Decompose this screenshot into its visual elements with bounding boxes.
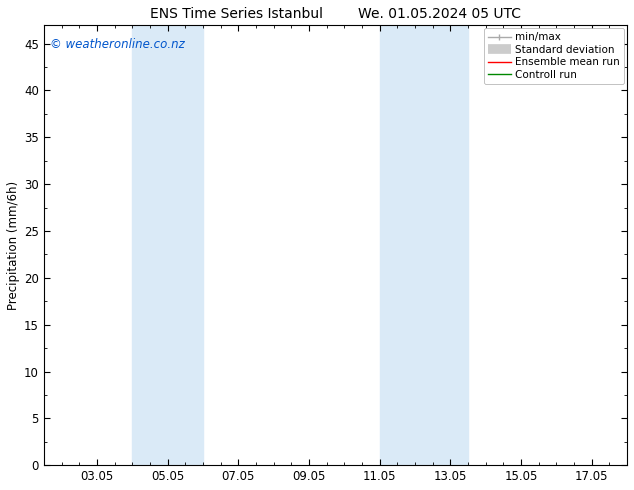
Bar bbox=[432, 25, 468, 465]
Text: © weatheronline.co.nz: © weatheronline.co.nz bbox=[49, 38, 184, 51]
Title: ENS Time Series Istanbul        We. 01.05.2024 05 UTC: ENS Time Series Istanbul We. 01.05.2024 … bbox=[150, 7, 521, 21]
Bar bbox=[133, 25, 203, 465]
Y-axis label: Precipitation (mm/6h): Precipitation (mm/6h) bbox=[7, 180, 20, 310]
Bar bbox=[380, 25, 432, 465]
Legend: min/max, Standard deviation, Ensemble mean run, Controll run: min/max, Standard deviation, Ensemble me… bbox=[484, 28, 624, 84]
